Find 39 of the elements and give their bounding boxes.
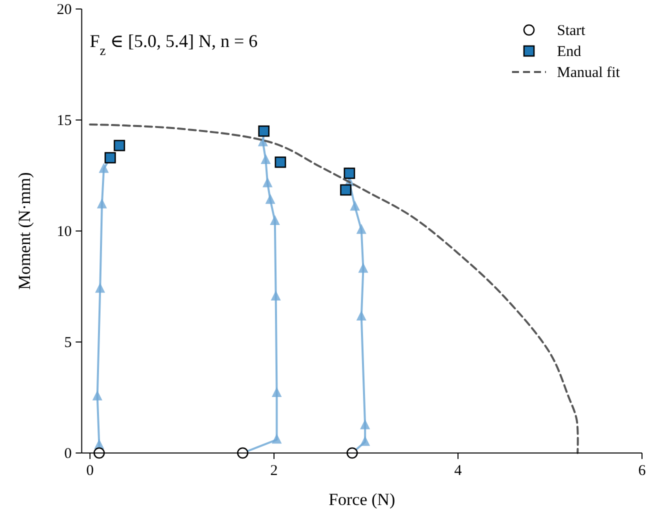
point xyxy=(356,310,366,320)
point xyxy=(274,156,286,168)
annotation: F$_{z}$ ∈ [5.0, 5.4] N, n = 6 xyxy=(90,31,258,58)
point xyxy=(358,262,368,273)
point xyxy=(94,447,105,459)
point xyxy=(346,447,358,459)
y-tick-label: 15 xyxy=(56,113,72,129)
point xyxy=(92,390,102,400)
point xyxy=(237,447,248,459)
y-tick-label: 20 xyxy=(56,2,72,18)
point xyxy=(114,140,126,152)
x-tick-label: 4 xyxy=(454,463,462,479)
point xyxy=(360,419,370,430)
point xyxy=(270,290,281,300)
point xyxy=(272,434,282,444)
point xyxy=(360,436,370,446)
x-tick-label: 2 xyxy=(270,463,278,479)
y-axis-title: Moment (N·mm) xyxy=(15,172,34,290)
legend-label: Manual fit xyxy=(557,65,621,81)
x-tick-label: 6 xyxy=(638,463,646,479)
point xyxy=(260,154,271,164)
x-tick-label: 0 xyxy=(86,463,94,479)
point xyxy=(262,177,273,188)
line-series xyxy=(88,123,579,454)
point xyxy=(95,282,106,293)
point xyxy=(272,387,282,398)
x-axis-title: Force (N) xyxy=(328,490,396,509)
legend-label: Start xyxy=(557,23,586,39)
point xyxy=(265,194,276,204)
point xyxy=(350,200,360,211)
y-tick-label: 5 xyxy=(64,335,72,351)
legend-label: End xyxy=(557,44,582,60)
y-tick-label: 10 xyxy=(56,224,72,240)
point xyxy=(340,184,352,196)
y-tick-label: 0 xyxy=(64,446,72,462)
point xyxy=(98,162,109,173)
point xyxy=(270,215,280,226)
point xyxy=(356,224,366,234)
point xyxy=(96,198,107,208)
